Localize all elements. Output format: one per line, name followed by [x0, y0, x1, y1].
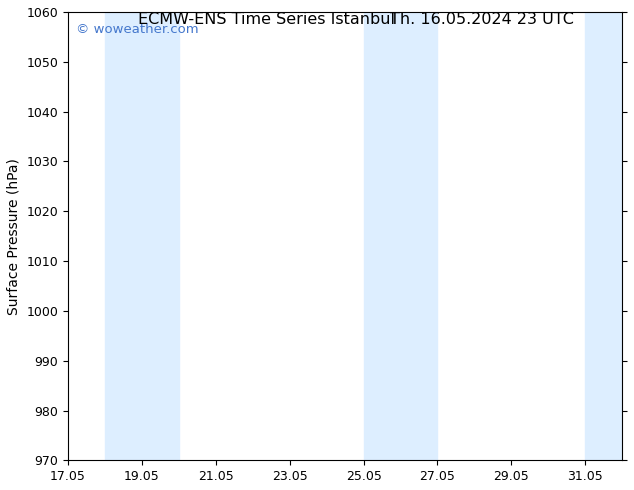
- Text: Th. 16.05.2024 23 UTC: Th. 16.05.2024 23 UTC: [390, 12, 574, 27]
- Text: © woweather.com: © woweather.com: [77, 23, 199, 36]
- Text: ECMW-ENS Time Series Istanbul: ECMW-ENS Time Series Istanbul: [138, 12, 395, 27]
- Bar: [105, 12, 179, 460]
- Bar: [585, 12, 634, 460]
- Bar: [364, 12, 437, 460]
- Y-axis label: Surface Pressure (hPa): Surface Pressure (hPa): [7, 158, 21, 315]
